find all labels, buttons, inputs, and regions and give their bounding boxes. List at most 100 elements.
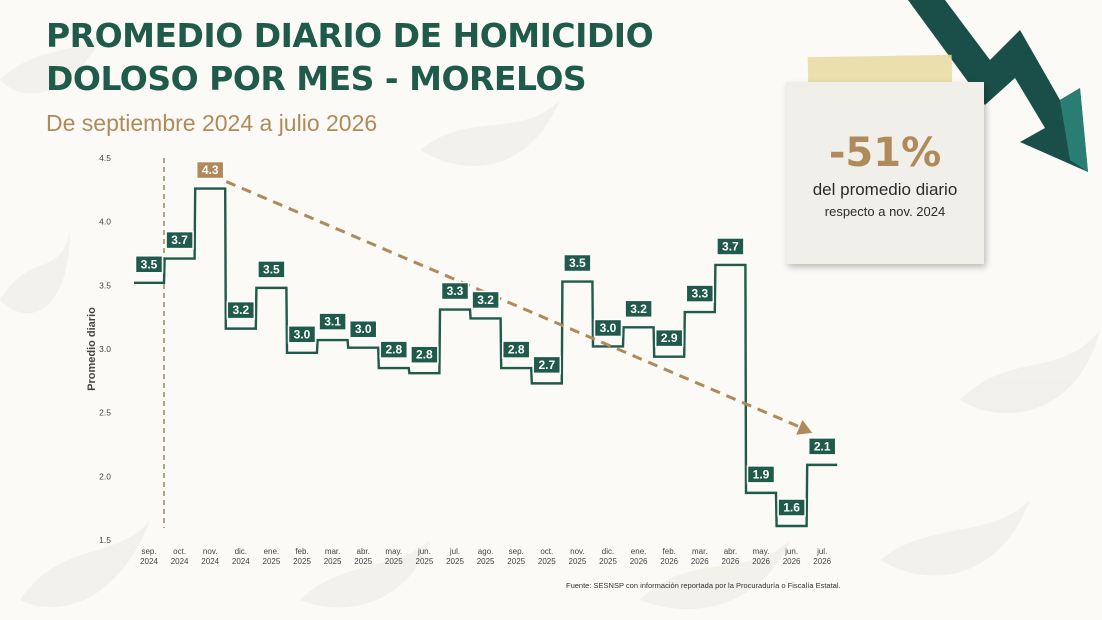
data-label-box — [807, 437, 837, 456]
x-tick-month: dic. — [602, 547, 614, 556]
data-label: 1.9 — [753, 467, 770, 481]
note-description: del promedio diario — [812, 180, 958, 199]
data-label-box — [777, 498, 806, 517]
x-tick-month: dic. — [235, 547, 247, 556]
x-tick-month: jul. — [816, 547, 827, 556]
x-tick-month: jun. — [784, 547, 798, 556]
x-tick-year: 2025 — [354, 557, 372, 566]
x-tick-year: 2026 — [630, 557, 648, 566]
x-tick-year: 2026 — [783, 557, 801, 566]
x-tick-month: ene. — [631, 547, 647, 556]
x-tick-month: feb. — [295, 547, 308, 556]
data-label: 3.3 — [691, 287, 708, 301]
data-label-box — [624, 299, 653, 319]
page-title: PROMEDIO DIARIO DE HOMICIDIO DOLOSO POR … — [46, 14, 654, 100]
data-label-box — [532, 355, 562, 375]
x-tick-year: 2025 — [446, 557, 464, 566]
data-label: 3.1 — [324, 315, 341, 329]
x-tick-month: abr. — [357, 547, 370, 556]
x-tick-year: 2025 — [385, 557, 403, 566]
data-label: 3.0 — [294, 327, 311, 341]
x-tick-month: oct. — [173, 547, 186, 556]
x-tick-month: oct. — [540, 547, 553, 556]
trend-line — [225, 180, 805, 431]
x-tick-month: mar. — [325, 547, 341, 556]
x-tick-year: 2025 — [599, 557, 617, 566]
data-label: 3.5 — [263, 262, 280, 276]
data-label: 1.6 — [783, 500, 800, 514]
x-tick-month: mar. — [692, 547, 708, 556]
y-tick-label: 4.0 — [99, 217, 111, 227]
x-tick-year: 2026 — [813, 557, 831, 566]
data-label-box — [471, 290, 500, 310]
data-label-box — [593, 318, 623, 338]
page-subtitle: De septiembre 2024 a julio 2026 — [46, 110, 378, 136]
data-label: 2.8 — [508, 343, 525, 357]
x-tick-month: abr. — [724, 547, 737, 556]
x-tick-year: 2026 — [691, 557, 709, 566]
data-label-box — [348, 319, 378, 339]
data-label: 3.2 — [630, 302, 647, 316]
data-label: 3.2 — [232, 303, 249, 317]
y-axis-label: Promedio diario — [86, 307, 98, 391]
data-label-box — [379, 340, 409, 359]
x-tick-month: nov. — [570, 547, 585, 556]
y-tick-label: 2.5 — [99, 408, 111, 418]
data-label: 3.3 — [447, 284, 464, 298]
x-tick-year: 2025 — [569, 557, 587, 566]
trend-arrowhead — [796, 420, 813, 435]
x-tick-month: may. — [753, 547, 770, 556]
title-line-1: PROMEDIO DIARIO DE HOMICIDIO — [46, 16, 654, 55]
data-label: 2.9 — [661, 331, 678, 345]
data-label: 2.7 — [538, 358, 555, 372]
y-tick-label: 4.5 — [99, 153, 111, 163]
data-label-box — [746, 465, 776, 484]
x-tick-year: 2024 — [171, 557, 189, 566]
data-label: 4.3 — [202, 163, 219, 177]
data-label: 3.7 — [171, 233, 188, 247]
data-label-box — [287, 325, 317, 344]
y-tick-label: 3.5 — [99, 280, 111, 290]
x-tick-month: jun. — [417, 547, 431, 556]
x-tick-year: 2025 — [477, 557, 495, 566]
data-label-box — [440, 281, 470, 301]
data-label-box — [685, 284, 715, 303]
x-tick-year: 2026 — [722, 557, 740, 566]
data-label: 3.0 — [355, 322, 372, 336]
data-label: 2.8 — [416, 348, 433, 362]
x-tick-year: 2025 — [324, 557, 342, 566]
summary-note-card: -51% del promedio diario respecto a nov.… — [786, 82, 984, 264]
data-label: 2.8 — [385, 343, 402, 357]
data-label: 2.1 — [814, 439, 831, 453]
x-tick-month: may. — [385, 547, 402, 556]
data-label-box — [716, 237, 745, 256]
data-label: 3.5 — [141, 257, 158, 271]
x-tick-year: 2024 — [232, 557, 250, 566]
x-tick-month: sep. — [141, 547, 156, 556]
x-tick-year: 2026 — [752, 557, 770, 566]
note-reference: respecto a nov. 2024 — [824, 204, 946, 219]
data-label-box — [134, 255, 164, 274]
data-label-box — [165, 230, 194, 250]
y-tick-label: 1.5 — [99, 535, 111, 545]
data-label-box — [563, 253, 592, 273]
x-tick-month: nov. — [203, 547, 218, 556]
x-tick-month: sep. — [509, 547, 524, 556]
x-tick-year: 2024 — [201, 557, 219, 566]
x-tick-year: 2025 — [416, 557, 434, 566]
percent-change-value: -51% — [828, 130, 942, 176]
data-label: 3.0 — [600, 321, 617, 335]
data-label: 3.5 — [569, 256, 586, 270]
data-label-box — [318, 312, 347, 331]
data-label: 3.7 — [722, 239, 739, 253]
data-label-box — [226, 300, 256, 320]
source-footnote: Fuente: SESNSP con información reportada… — [566, 581, 841, 590]
title-line-2: DOLOSO POR MES - MORELOS — [46, 59, 587, 98]
x-tick-year: 2024 — [140, 557, 158, 566]
data-label-box — [654, 328, 684, 348]
series-step-line — [134, 187, 838, 528]
data-label-box — [257, 260, 286, 279]
